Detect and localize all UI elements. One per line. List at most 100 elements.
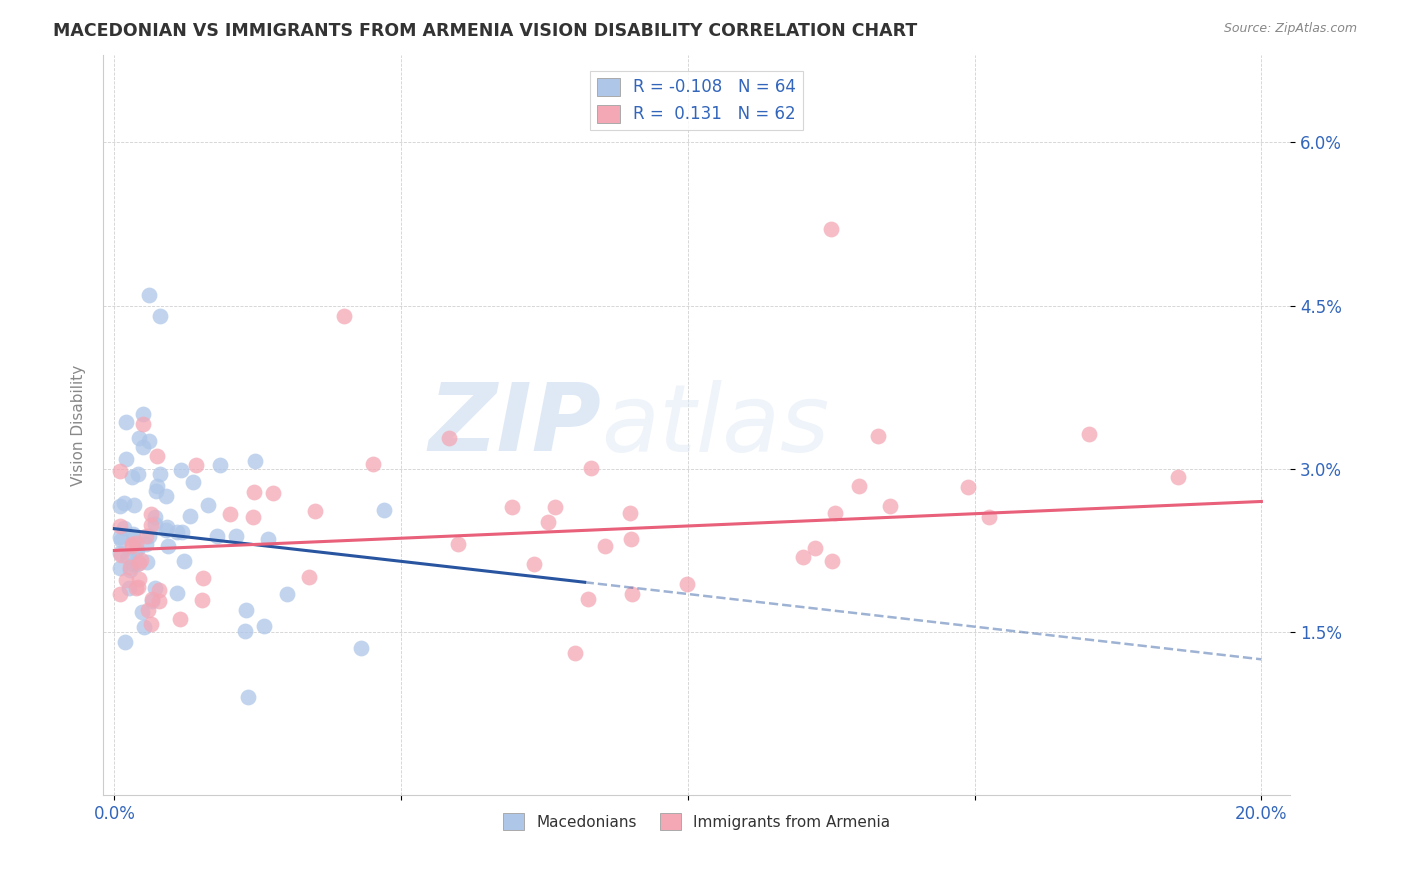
Point xyxy=(120,563,142,577)
Point xyxy=(166,525,188,540)
Point xyxy=(252,619,274,633)
Point xyxy=(146,450,169,464)
Point xyxy=(121,470,143,484)
Point xyxy=(108,587,131,601)
Point xyxy=(170,524,193,539)
Point xyxy=(956,480,979,494)
Point xyxy=(621,587,644,601)
Point xyxy=(363,457,385,471)
Point xyxy=(866,429,889,443)
Point xyxy=(501,500,523,515)
Text: Source: ZipAtlas.com: Source: ZipAtlas.com xyxy=(1223,22,1357,36)
Point xyxy=(141,591,163,606)
Point xyxy=(120,559,142,574)
Point xyxy=(138,287,160,301)
Point xyxy=(156,539,179,553)
Point xyxy=(523,557,546,571)
Point xyxy=(193,571,215,585)
Point xyxy=(122,557,145,571)
Point xyxy=(619,506,641,520)
Point xyxy=(820,222,842,236)
Point xyxy=(181,475,204,489)
Point xyxy=(593,539,616,553)
Point xyxy=(124,544,146,558)
Point xyxy=(143,582,166,596)
Text: atlas: atlas xyxy=(602,380,830,471)
Point xyxy=(155,489,177,503)
Point xyxy=(304,504,326,518)
Point xyxy=(257,532,280,546)
Point xyxy=(125,557,148,571)
Point xyxy=(108,546,131,560)
Point xyxy=(127,580,149,594)
Point xyxy=(128,556,150,570)
Point xyxy=(262,486,284,500)
Point xyxy=(576,592,599,607)
Point xyxy=(125,536,148,550)
Point xyxy=(148,582,170,597)
Point xyxy=(138,434,160,448)
Point xyxy=(129,553,152,567)
Point xyxy=(115,574,138,588)
Point xyxy=(564,646,586,660)
Point xyxy=(139,507,162,521)
Point xyxy=(186,458,208,472)
Point xyxy=(169,612,191,626)
Point xyxy=(1167,469,1189,483)
Point xyxy=(112,496,135,510)
Point xyxy=(146,478,169,492)
Point xyxy=(132,440,155,454)
Point xyxy=(236,690,259,705)
Point xyxy=(108,518,131,533)
Point xyxy=(156,520,179,534)
Text: ZIP: ZIP xyxy=(429,379,602,471)
Point xyxy=(118,582,141,596)
Point xyxy=(108,530,131,544)
Point xyxy=(121,537,143,551)
Point xyxy=(135,536,157,550)
Point xyxy=(205,529,228,543)
Point xyxy=(128,431,150,445)
Point xyxy=(235,624,257,638)
Point xyxy=(131,606,153,620)
Point xyxy=(792,549,814,564)
Point xyxy=(879,499,901,513)
Point xyxy=(225,529,247,543)
Point xyxy=(235,603,257,617)
Point xyxy=(128,572,150,586)
Point xyxy=(619,533,641,547)
Point xyxy=(170,463,193,477)
Point xyxy=(110,548,132,562)
Point xyxy=(333,310,356,324)
Point xyxy=(135,555,157,569)
Point xyxy=(145,484,167,499)
Point xyxy=(439,431,461,445)
Point xyxy=(127,467,149,482)
Point xyxy=(138,529,160,543)
Point xyxy=(537,515,560,529)
Point xyxy=(1078,427,1101,442)
Point xyxy=(821,554,844,568)
Point xyxy=(848,479,870,493)
Point xyxy=(114,635,136,649)
Point xyxy=(139,616,162,631)
Point xyxy=(108,561,131,575)
Point xyxy=(148,594,170,608)
Point xyxy=(208,458,231,472)
Point xyxy=(447,537,470,551)
Point xyxy=(112,521,135,535)
Point xyxy=(117,549,139,564)
Point xyxy=(108,499,131,513)
Text: MACEDONIAN VS IMMIGRANTS FROM ARMENIA VISION DISABILITY CORRELATION CHART: MACEDONIAN VS IMMIGRANTS FROM ARMENIA VI… xyxy=(53,22,918,40)
Point xyxy=(579,460,602,475)
Point xyxy=(115,452,138,467)
Point xyxy=(191,592,214,607)
Point xyxy=(350,641,373,656)
Point xyxy=(149,310,172,324)
Point xyxy=(122,533,145,547)
Point xyxy=(298,569,321,583)
Point xyxy=(243,484,266,499)
Legend: Macedonians, Immigrants from Armenia: Macedonians, Immigrants from Armenia xyxy=(496,807,897,836)
Point xyxy=(544,500,567,514)
Point xyxy=(804,541,827,556)
